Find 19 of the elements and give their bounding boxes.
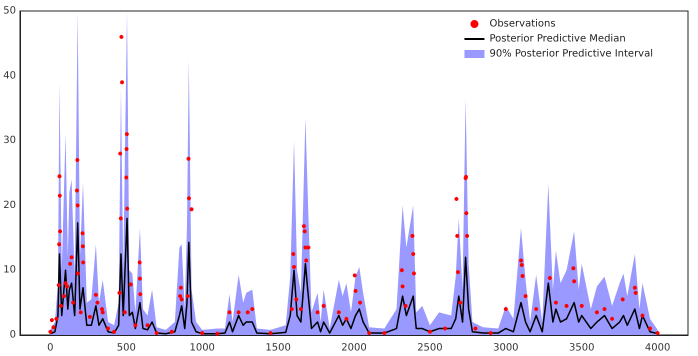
x-tick-label: 500 [116, 342, 136, 354]
x-tick-label: 1500 [265, 342, 291, 354]
legend-label: Posterior Predictive Median [489, 34, 626, 44]
x-tick-label: 3000 [493, 342, 519, 354]
y-tick-label: 0 [10, 330, 16, 340]
x-tick-label: 2000 [341, 342, 367, 354]
y-tick-label: 50 [3, 6, 16, 16]
line-series [50, 218, 658, 334]
x-tick-label: 3500 [569, 342, 594, 354]
x-tick-label: 0 [47, 342, 54, 354]
legend-label: 90% Posterior Predictive Interval [489, 48, 653, 60]
y-tick-label: 40 [3, 70, 16, 82]
y-tick-label: 20 [3, 200, 16, 211]
x-tick-label: 2500 [417, 342, 443, 354]
y-tick-label: 30 [3, 135, 16, 146]
y-tick-label: 10 [3, 264, 16, 276]
x-tick-label: 1000 [189, 342, 215, 354]
x-tick-label: 4000 [644, 342, 670, 354]
legend-label: Observations [489, 18, 556, 30]
